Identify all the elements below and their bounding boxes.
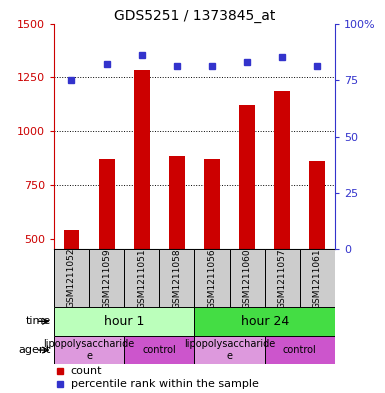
- Text: time: time: [26, 316, 51, 326]
- Text: lipopolysaccharide
e: lipopolysaccharide e: [44, 339, 135, 361]
- Bar: [54, 250, 89, 307]
- Text: GSM1211060: GSM1211060: [243, 248, 252, 309]
- Bar: [124, 336, 194, 364]
- Text: control: control: [283, 345, 317, 355]
- Text: GSM1211051: GSM1211051: [137, 248, 146, 309]
- Text: GSM1211059: GSM1211059: [102, 248, 111, 309]
- Text: percentile rank within the sample: percentile rank within the sample: [71, 379, 259, 389]
- Bar: [54, 336, 124, 364]
- Text: lipopolysaccharide
e: lipopolysaccharide e: [184, 339, 275, 361]
- Bar: [239, 105, 255, 250]
- Bar: [134, 70, 150, 250]
- Text: GSM1211058: GSM1211058: [172, 248, 181, 309]
- Text: agent: agent: [19, 345, 51, 355]
- Text: hour 24: hour 24: [241, 315, 289, 328]
- Text: GSM1211052: GSM1211052: [67, 248, 76, 309]
- Bar: [275, 91, 290, 250]
- Bar: [124, 250, 159, 307]
- Bar: [194, 250, 229, 307]
- Bar: [204, 159, 220, 250]
- Bar: [159, 250, 194, 307]
- Text: count: count: [71, 365, 102, 376]
- Text: GSM1211056: GSM1211056: [208, 248, 216, 309]
- Bar: [54, 307, 194, 336]
- Bar: [194, 307, 335, 336]
- Bar: [300, 250, 335, 307]
- Bar: [194, 336, 265, 364]
- Bar: [264, 250, 300, 307]
- Text: GSM1211061: GSM1211061: [313, 248, 322, 309]
- Bar: [64, 230, 79, 250]
- Title: GDS5251 / 1373845_at: GDS5251 / 1373845_at: [114, 9, 275, 22]
- Text: GSM1211057: GSM1211057: [278, 248, 287, 309]
- Text: hour 1: hour 1: [104, 315, 144, 328]
- Bar: [89, 250, 124, 307]
- Bar: [264, 336, 335, 364]
- Bar: [99, 159, 114, 250]
- Bar: [310, 161, 325, 250]
- Bar: [229, 250, 265, 307]
- Bar: [169, 156, 185, 250]
- Text: control: control: [142, 345, 176, 355]
